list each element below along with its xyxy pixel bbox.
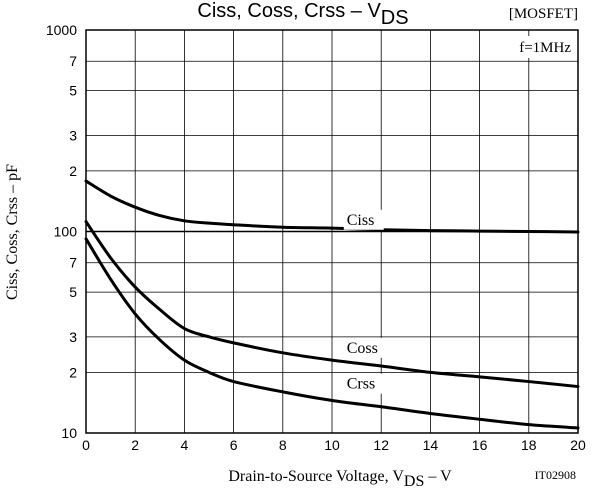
x-tick-label: 14 [423,437,439,453]
x-axis-label-subscript: DS [404,473,424,488]
x-axis-label-unit: – V [424,468,452,485]
x-tick-label: 16 [472,437,488,453]
series-label-coss: Coss [347,340,378,357]
x-tick-label: 20 [570,437,586,453]
chart-title-main: Ciss, Coss, Crss – V [197,0,381,22]
y-tick-label: 7 [69,53,77,69]
series-labels: Ciss Coss Crss [343,209,384,394]
chart-title-subscript: DS [381,7,409,29]
y-tick-label: 5 [69,83,77,99]
frequency-annotation: f=1MHz [519,40,571,56]
y-axis-label: Ciss, Coss, Crss – pF [4,164,21,300]
y-tick-label: 3 [69,127,77,143]
x-axis-label: Drain-to-Source Voltage, VDS – V [228,468,452,488]
y-tick-label: 5 [69,284,77,300]
series-label-backdrop [343,373,384,394]
x-tick-label: 0 [82,437,90,453]
x-axis-label-main: Drain-to-Source Voltage, V [228,468,404,485]
series-line-crss [84,237,580,430]
x-tick-label: 4 [181,437,189,453]
x-tick-label: 2 [131,437,139,453]
series-line-coss [84,220,580,389]
series-label-crss: Crss [347,376,375,393]
y-tick-label: 10 [61,425,77,441]
series-lines [84,179,580,430]
series-label-backdrop [343,209,384,230]
chart-tag: [MOSFET] [509,6,578,22]
series-line-ciss [84,179,580,234]
x-tick-label: 10 [324,437,340,453]
y-tick-label: 1000 [46,22,77,38]
y-tick-label: 3 [69,329,77,345]
y-tick-label: 2 [69,163,77,179]
y-tick-label: 7 [69,255,77,271]
figure-id: IT02908 [535,468,576,482]
annotation-backdrop [515,36,573,58]
y-tick-label: 100 [54,224,78,240]
series-label-backdrop [343,337,384,358]
y-tick-label: 2 [69,364,77,380]
x-tick-label: 8 [279,437,287,453]
x-tick-labels: 0 2 4 6 8 10 12 14 16 18 20 [82,437,586,453]
x-tick-label: 6 [230,437,238,453]
chart-title: Ciss, Coss, Crss – VDS [197,0,408,29]
y-tick-labels: 10 2 3 5 7 100 2 3 5 7 1000 [46,22,77,441]
series-label-ciss: Ciss [347,212,375,229]
x-tick-label: 18 [521,437,537,453]
x-tick-label: 12 [373,437,389,453]
